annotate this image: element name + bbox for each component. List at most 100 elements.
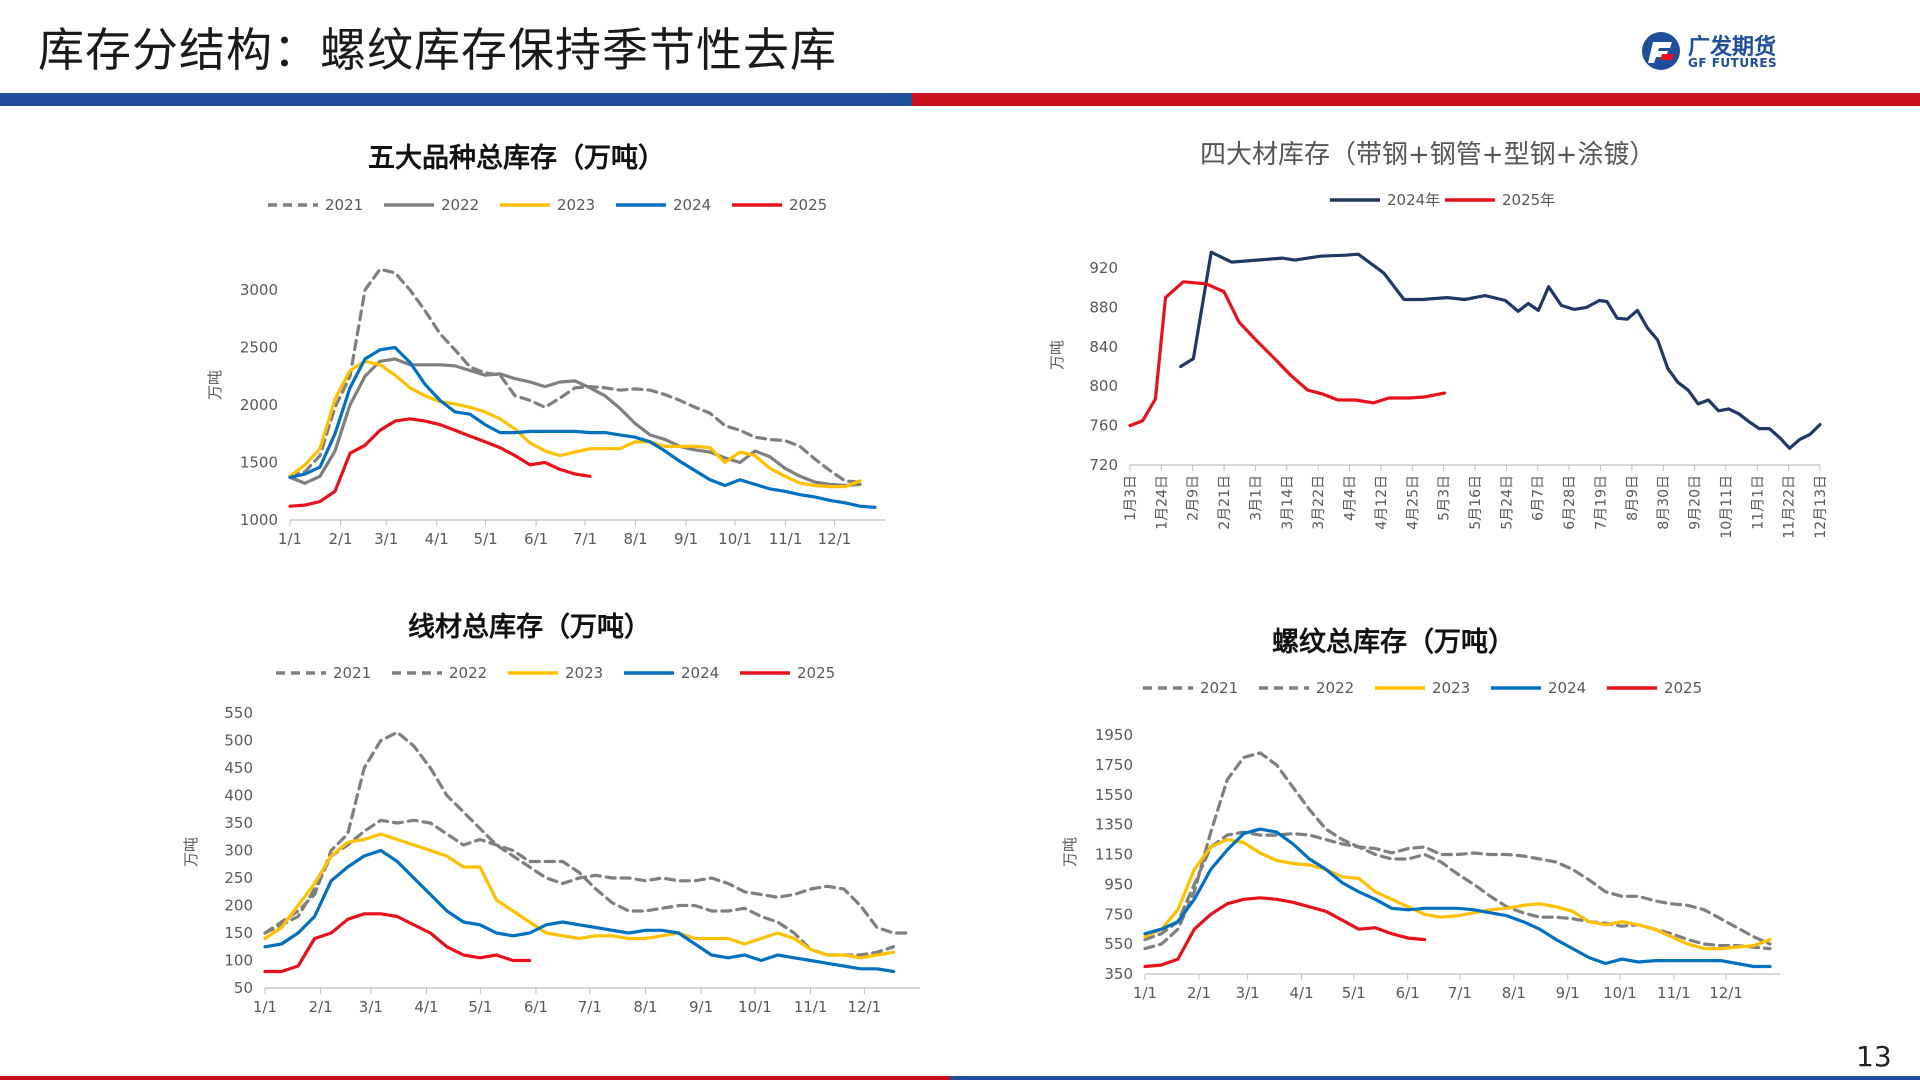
y-tick-label: 1000 <box>240 511 278 529</box>
chart-title-total: 五大品种总库存（万吨） <box>368 143 665 174</box>
legend-label-2021: 2021 <box>325 196 363 214</box>
x-tick-label: 4月25日 <box>1405 475 1421 530</box>
y-axis-label: 万吨 <box>206 370 224 400</box>
y-tick-label: 550 <box>1104 935 1133 953</box>
chart-3: 350 550 750 950 1150 1350 1550 1750 1950 万吨 1/1 2/1… <box>1061 679 1780 1002</box>
x-tick-label: 3/1 <box>1236 984 1260 1002</box>
x-tick-label: 2/1 <box>1187 984 1211 1002</box>
x-tick-label: 6/1 <box>524 530 548 548</box>
x-tick-label: 10/1 <box>738 998 772 1016</box>
x-tick-label: 11/1 <box>794 998 828 1016</box>
y-axis-label: 万吨 <box>182 837 200 867</box>
x-tick-label: 12/1 <box>1709 984 1743 1002</box>
series-line-2025年 <box>1128 280 1447 428</box>
x-tick-label: 10/1 <box>718 530 752 548</box>
y-tick-label: 1550 <box>1095 786 1133 804</box>
y-tick-label: 920 <box>1089 259 1118 277</box>
chart-title-rebar: 螺纹总库存（万吨） <box>1272 627 1515 658</box>
y-tick-label: 840 <box>1089 338 1118 356</box>
series-line-2024 <box>1143 827 1772 969</box>
x-tick-label: 10月11日 <box>1719 475 1735 539</box>
x-tick-label: 11/1 <box>1657 984 1691 1002</box>
logo-name: 广发期货 <box>1688 35 1777 60</box>
x-tick-label: 5月16日 <box>1468 475 1484 530</box>
x-tick-label: 7/1 <box>578 998 602 1016</box>
x-tick-label: 1/1 <box>253 998 277 1016</box>
legend-label-2024: 2024 <box>1548 679 1586 697</box>
legend-label-2024: 2024 <box>681 664 719 682</box>
x-tick-label: 5/1 <box>468 998 492 1016</box>
y-tick-label: 1500 <box>240 454 278 472</box>
y-tick-label: 550 <box>224 704 253 722</box>
y-tick-label: 250 <box>224 869 253 887</box>
y-tick-label: 1750 <box>1095 756 1133 774</box>
y-tick-label: 2500 <box>240 339 278 357</box>
logo-subtitle: GF FUTURES <box>1688 56 1778 70</box>
y-tick-label: 450 <box>224 759 253 777</box>
legend-label-2025: 2025 <box>1664 679 1702 697</box>
series-line-2021 <box>1143 751 1772 951</box>
y-tick-label: 1150 <box>1095 846 1133 864</box>
chart-title-four-materials: 四大材库存（带钢+钢管+型钢+涂镀） <box>1200 140 1656 170</box>
footer-bar-red <box>0 1076 950 1080</box>
header-bar-blue <box>0 93 912 106</box>
legend-label-2022: 2022 <box>1316 679 1354 697</box>
series-line-2024 <box>288 345 877 509</box>
x-tick-label: 11月22日 <box>1782 475 1798 539</box>
x-tick-label: 3月1日 <box>1248 475 1264 521</box>
x-tick-label: 2月21日 <box>1217 475 1233 530</box>
chart-1: 720 760 800 840 880 920 万吨 1月3日 1月24日 2月9日 2月21日 3月… <box>1048 191 1829 539</box>
x-tick-label: 7/1 <box>573 530 597 548</box>
x-tick-label: 12月13日 <box>1813 475 1829 539</box>
x-tick-label: 8月30日 <box>1656 475 1672 530</box>
x-tick-label: 8月9日 <box>1625 475 1641 521</box>
x-tick-label: 1/1 <box>278 530 302 548</box>
x-tick-label: 11/1 <box>769 530 803 548</box>
y-tick-label: 3000 <box>240 281 278 299</box>
legend-label-2022: 2022 <box>449 664 487 682</box>
y-tick-label: 760 <box>1089 417 1118 435</box>
x-tick-label: 9/1 <box>689 998 713 1016</box>
series-line-2024 <box>263 848 896 974</box>
company-logo: 广发期货 GF FUTURES <box>1640 28 1790 72</box>
legend-label-2023: 2023 <box>557 196 595 214</box>
x-tick-label: 4月12日 <box>1374 475 1390 530</box>
x-tick-label: 10/1 <box>1603 984 1637 1002</box>
x-tick-label: 3月14日 <box>1280 475 1296 530</box>
page-number: 13 <box>1856 1040 1892 1073</box>
y-tick-label: 100 <box>224 952 253 970</box>
y-tick-label: 350 <box>224 814 253 832</box>
x-tick-label: 12/1 <box>848 998 882 1016</box>
legend-label-2024: 2024 <box>673 196 711 214</box>
y-tick-label: 800 <box>1089 377 1118 395</box>
x-tick-label: 11月1日 <box>1750 475 1766 530</box>
y-tick-label: 2000 <box>240 396 278 414</box>
page-title: 库存分结构：螺纹库存保持季节性去库 <box>38 23 837 77</box>
x-tick-label: 1/1 <box>1133 984 1157 1002</box>
footer-bar-blue <box>950 1076 1920 1080</box>
x-tick-label: 6月7日 <box>1531 475 1547 521</box>
legend-label-2025年: 2025年 <box>1502 191 1555 209</box>
x-tick-label: 3/1 <box>374 530 398 548</box>
legend-label-2024年: 2024年 <box>1387 191 1440 209</box>
legend-label-2022: 2022 <box>441 196 479 214</box>
x-tick-label: 1月3日 <box>1123 475 1139 521</box>
y-tick-label: 50 <box>234 979 253 997</box>
x-tick-label: 5月24日 <box>1499 475 1515 530</box>
y-tick-label: 500 <box>224 732 253 750</box>
x-tick-label: 9/1 <box>1556 984 1580 1002</box>
y-tick-label: 1950 <box>1095 726 1133 744</box>
x-tick-label: 7/1 <box>1448 984 1472 1002</box>
legend-label-2023: 2023 <box>565 664 603 682</box>
x-tick-label: 8/1 <box>633 998 657 1016</box>
x-tick-label: 6/1 <box>1396 984 1420 1002</box>
legend-label-2025: 2025 <box>797 664 835 682</box>
x-tick-label: 5月3日 <box>1437 475 1453 521</box>
series-line-2022 <box>288 357 862 488</box>
y-tick-label: 300 <box>224 842 253 860</box>
header-bar-red <box>912 93 1920 106</box>
x-tick-label: 12/1 <box>818 530 852 548</box>
x-tick-label: 1月24日 <box>1154 475 1170 530</box>
chart-2: 50 100 150 200 250 300 350 400 450 500 550 万吨 1/1 2/1… <box>182 664 920 1016</box>
